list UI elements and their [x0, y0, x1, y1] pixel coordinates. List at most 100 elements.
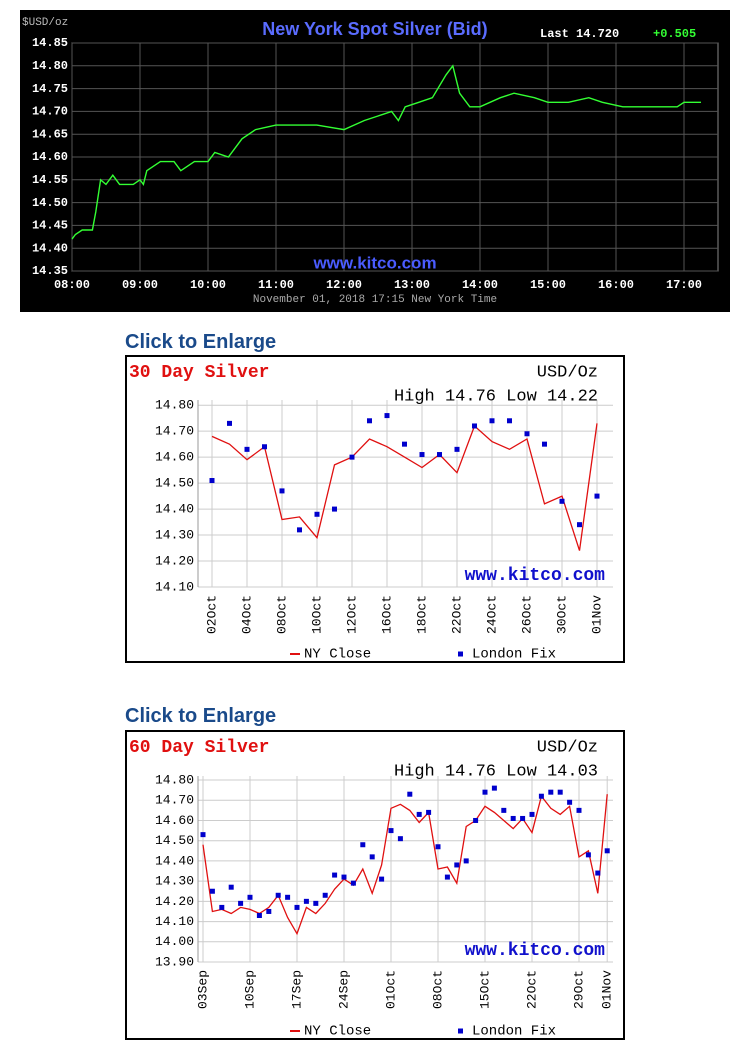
marker [350, 880, 356, 886]
watermark: www.kitco.com [312, 253, 436, 272]
x-tick-label: 02Oct [204, 595, 219, 634]
y-tick-label: 14.35 [32, 264, 68, 278]
x-tick-label: 14:00 [462, 278, 498, 292]
marker [577, 522, 582, 528]
marker [228, 884, 234, 890]
x-tick-label: 10Sep [242, 970, 257, 1009]
marker [407, 791, 413, 797]
line [202, 794, 608, 936]
y-tick-label: 14.55 [32, 173, 68, 187]
marker [209, 888, 215, 894]
y-tick-label: 14.40 [155, 853, 194, 868]
x-tick-label: 24Oct [484, 595, 499, 634]
marker [557, 789, 563, 795]
marker [437, 452, 442, 458]
chart: 13.90 14.00 14.10 14.20 14.30 14.40 14.50 14.60… [125, 730, 625, 1040]
marker [322, 892, 328, 898]
x-tick-label: 16Oct [379, 595, 394, 634]
x-tick-label: 16:00 [598, 278, 634, 292]
x-tick-label: 13:00 [394, 278, 430, 292]
marker [285, 894, 291, 900]
marker [472, 423, 477, 429]
marker [463, 858, 469, 864]
x-tick-label: 03Sep [195, 970, 210, 1009]
marker [349, 454, 355, 460]
chart-title: New York Spot Silver (Bid) [262, 19, 487, 39]
marker [238, 900, 244, 906]
unit-label: USD/Oz [537, 738, 598, 757]
legend-label: NY Close [304, 647, 371, 663]
unit-label: $USD/oz [22, 17, 68, 29]
marker [388, 828, 394, 834]
marker [559, 498, 565, 504]
watermark: www.kitco.com [465, 566, 606, 586]
price-change: +0.505 [653, 27, 696, 41]
marker [524, 431, 530, 437]
marker [426, 809, 432, 815]
unit-label: USD/Oz [537, 363, 598, 382]
x-tick-label: 01Nov [600, 970, 615, 1009]
legend-label: London Fix [472, 647, 556, 663]
marker [275, 892, 281, 898]
y-tick-label: 14.65 [32, 127, 68, 141]
enlarge-link[interactable]: Click to Enlarge [125, 705, 277, 727]
marker [482, 789, 488, 795]
marker [576, 807, 582, 813]
x-tick-label: 17Sep [289, 970, 304, 1009]
y-tick-label: 14.80 [155, 398, 194, 413]
marker [256, 913, 262, 918]
y-tick-label: 14.70 [155, 793, 194, 808]
marker [454, 862, 460, 868]
x-tick-label: 10:00 [190, 278, 226, 292]
y-tick-label: 14.85 [32, 36, 68, 50]
marker [507, 418, 512, 424]
marker [489, 418, 495, 424]
marker [384, 413, 390, 419]
marker [529, 811, 535, 817]
x-tick-label: 11:00 [258, 278, 294, 292]
line [211, 423, 598, 551]
marker [227, 420, 232, 426]
x-tick-label: 29Oct [571, 970, 586, 1009]
marker [200, 832, 206, 838]
x-tick-label: 26Oct [519, 595, 534, 634]
marker [604, 848, 610, 854]
chart-title: 60 Day Silver [129, 738, 269, 758]
x-tick-label: 30Oct [554, 595, 569, 634]
marker [247, 894, 253, 900]
summary: High 14.76 Low 14.03 [394, 762, 598, 781]
legend-label: NY Close [304, 1024, 371, 1040]
legend-marker [458, 651, 463, 657]
x-tick-label: 15:00 [530, 278, 566, 292]
marker [219, 904, 225, 910]
marker [416, 811, 422, 817]
x-tick-label: 08Oct [274, 595, 289, 634]
background [20, 10, 730, 312]
y-tick-label: 14.00 [155, 934, 194, 949]
x-tick-label: 17:00 [666, 278, 702, 292]
x-tick-label: 18Oct [414, 595, 429, 634]
marker [491, 785, 497, 791]
x-tick-label: 08Oct [430, 970, 445, 1009]
marker [473, 817, 479, 823]
y-tick-label: 14.70 [155, 424, 194, 439]
y-tick-label: 14.50 [155, 476, 194, 491]
y-tick-label: 14.80 [32, 59, 68, 73]
y-tick-label: 14.20 [155, 894, 194, 909]
chart-title: 30 Day Silver [129, 363, 269, 383]
x-tick-label: 22Oct [524, 970, 539, 1009]
marker [303, 898, 309, 904]
x-tick-label: 04Oct [239, 595, 254, 634]
x-tick-label: 08:00 [54, 278, 90, 292]
marker [262, 444, 267, 450]
marker [520, 815, 526, 821]
marker [294, 904, 300, 910]
marker [209, 478, 215, 484]
x-tick-label: 12Oct [344, 595, 359, 634]
marker [369, 854, 375, 860]
marker [360, 842, 366, 848]
y-tick-label: 13.90 [155, 954, 194, 969]
enlarge-link[interactable]: Click to Enlarge [125, 331, 277, 353]
marker [367, 418, 372, 424]
x-tick-label: 12:00 [326, 278, 362, 292]
